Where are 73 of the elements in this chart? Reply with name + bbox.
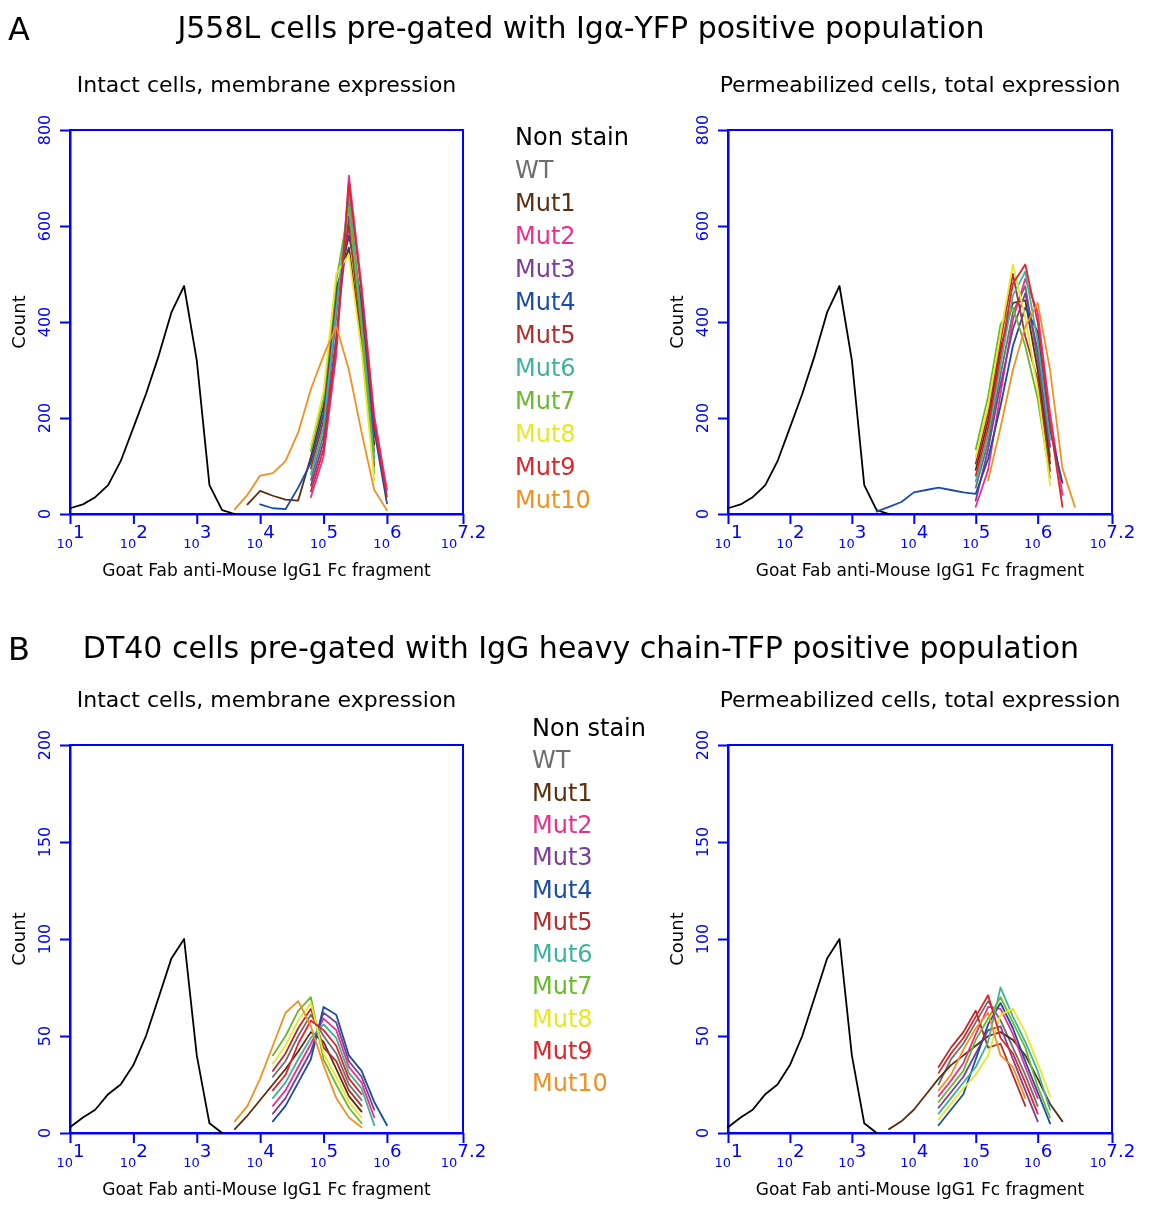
text: WT <box>532 746 571 775</box>
text: Mut7 <box>515 387 576 415</box>
x-axis-title: Goat Fab anti-Mouse IgG1 Fc fragment <box>755 1179 1085 1199</box>
chart-title: Permeabilized cells, total expression <box>719 72 1121 97</box>
line-series <box>233 324 388 512</box>
line-series <box>727 285 890 515</box>
line-series <box>875 306 1064 513</box>
x-axis-title: Goat Fab anti-Mouse IgG1 Fc fragment <box>102 1179 432 1199</box>
line-series <box>69 938 224 1134</box>
line-series <box>271 1006 388 1127</box>
text: Mut8 <box>532 1004 593 1033</box>
text: Mut8 <box>515 420 576 448</box>
y-tick-label: 200 <box>693 729 712 761</box>
y-axis-title: Count <box>666 912 687 966</box>
text: Mut2 <box>532 810 593 839</box>
y-tick-label: 200 <box>35 402 54 434</box>
x-axis-title: Goat Fab anti-Mouse IgG1 Fc fragment <box>755 560 1085 580</box>
text: Mut1 <box>532 778 593 807</box>
y-tick-label: 50 <box>693 1025 712 1047</box>
line-series <box>987 301 1076 508</box>
line-series <box>727 938 878 1134</box>
y-tick-label: 0 <box>693 1127 712 1139</box>
line-series <box>69 285 236 515</box>
text: Mut4 <box>532 875 593 904</box>
text: A <box>8 10 30 48</box>
text: Mut7 <box>532 972 593 1001</box>
y-tick-label: 200 <box>693 402 712 434</box>
text: Mut9 <box>515 453 576 481</box>
y-tick-label: 800 <box>693 114 712 146</box>
y-tick-label: 600 <box>35 210 54 242</box>
y-tick-label: 200 <box>35 729 54 761</box>
text: Mut3 <box>515 255 576 283</box>
text: B <box>8 630 30 668</box>
y-tick-label: 100 <box>693 923 712 955</box>
y-tick-label: 600 <box>693 210 712 242</box>
text: Mut2 <box>515 222 576 250</box>
line-series <box>233 1000 363 1129</box>
text: Mut10 <box>532 1069 608 1098</box>
y-axis-title: Count <box>666 295 687 349</box>
chart-title: Intact cells, membrane expression <box>76 72 457 97</box>
text: Mut6 <box>532 940 593 969</box>
y-axis-title: Count <box>8 295 29 349</box>
line-series <box>937 1025 1039 1123</box>
y-tick-label: 800 <box>35 114 54 146</box>
text: Non stain <box>515 123 629 151</box>
text: WT <box>515 156 554 184</box>
text: Mut5 <box>515 321 576 349</box>
text: Mut3 <box>532 843 593 872</box>
y-tick-label: 100 <box>35 923 54 955</box>
text: Mut6 <box>515 354 576 382</box>
text: Mut1 <box>515 189 576 217</box>
y-tick-label: 150 <box>693 826 712 858</box>
chart-title: Intact cells, membrane expression <box>76 687 457 712</box>
text: Mut4 <box>515 288 576 316</box>
chart-title: Permeabilized cells, total expression <box>719 687 1121 712</box>
y-tick-label: 0 <box>693 508 712 520</box>
text: DT40 cells pre-gated with IgG heavy chain-TFP positive population <box>82 630 1080 665</box>
y-tick-label: 50 <box>35 1025 54 1047</box>
y-axis-title: Count <box>8 912 29 966</box>
text: Mut10 <box>515 486 591 514</box>
y-tick-label: 400 <box>35 306 54 338</box>
x-axis-title: Goat Fab anti-Mouse IgG1 Fc fragment <box>102 560 432 580</box>
line-series <box>233 1031 363 1131</box>
text: Non stain <box>532 714 646 742</box>
y-tick-label: 150 <box>35 826 54 858</box>
text: Mut5 <box>532 907 593 936</box>
line-series <box>309 253 376 482</box>
line-series <box>888 1031 1064 1131</box>
y-tick-label: 0 <box>35 1127 54 1139</box>
text: Mut9 <box>532 1037 593 1065</box>
y-tick-label: 0 <box>35 508 54 520</box>
text: J558L cells pre-gated with Igα-YFP positive population <box>175 10 985 45</box>
y-tick-label: 400 <box>693 306 712 338</box>
